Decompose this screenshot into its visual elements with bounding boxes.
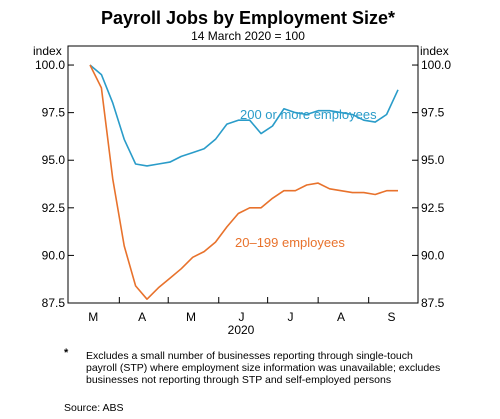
x-tick-label: S [387,310,395,324]
x-axis-year-label: 2020 [228,323,255,337]
y-tick-label-right: 87.5 [421,296,445,310]
series-lines [89,64,399,301]
y-tick-label-right: 92.5 [421,201,445,215]
x-tick-label: M [186,310,196,324]
y-tick-label-left: 90.0 [42,248,66,262]
y-axis-ticks: 100.0 100.0 97.5 97.5 95.0 95.0 92.5 92.5 90.0 90… [35,58,451,310]
footnote-text: Excludes a small number of businesses re… [86,350,441,386]
y-tick-label-left: 92.5 [42,201,66,215]
series-line-large-employers [89,64,399,167]
y-axis-unit-right: index [420,44,449,58]
chart-subtitle: 14 March 2020 = 100 [191,29,305,43]
series-line-medium-employers [89,64,398,301]
x-tick-label: A [138,310,146,324]
chart-title: Payroll Jobs by Employment Size* [101,8,395,28]
y-tick-label-left: 87.5 [42,296,66,310]
y-tick-label-left: 97.5 [42,106,66,120]
y-axis-unit-left: index [33,44,62,58]
plot-area-frame [67,45,419,304]
source-note: Source: ABS [64,402,124,414]
series-label-large-employers: 200 or more employees [240,107,377,122]
y-tick-label-left: 95.0 [42,153,66,167]
series-label-medium-employers: 20–199 employees [235,235,345,250]
y-tick-label-left: 100.0 [35,58,65,72]
y-tick-label-right: 95.0 [421,153,445,167]
x-tick-label: A [337,310,345,324]
x-tick-label: J [239,310,245,324]
footnote-marker: * [64,347,69,359]
x-tick-label: M [88,310,98,324]
y-tick-label-right: 90.0 [421,248,445,262]
x-tick-label: J [287,310,293,324]
y-tick-label-right: 100.0 [421,58,451,72]
y-tick-label-right: 97.5 [421,106,445,120]
